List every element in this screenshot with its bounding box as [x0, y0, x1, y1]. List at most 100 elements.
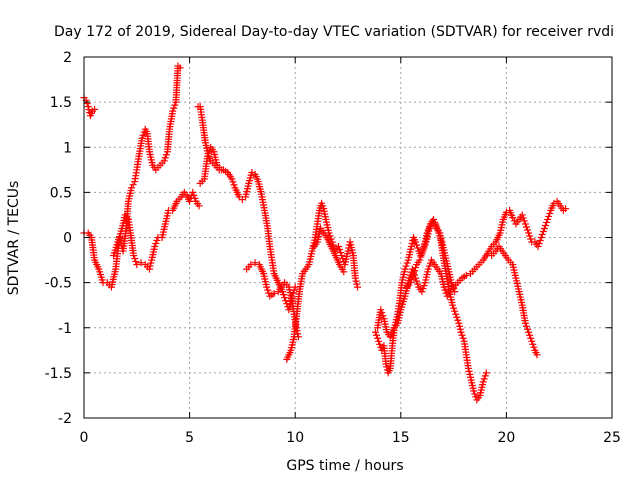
data-point	[482, 369, 490, 377]
data-point	[459, 334, 467, 342]
data-point	[191, 194, 199, 202]
data-point	[340, 268, 348, 276]
data-point	[146, 262, 154, 270]
data-point	[470, 387, 478, 395]
data-point	[526, 331, 534, 339]
x-axis-label: GPS time / hours	[286, 458, 403, 474]
data-point	[533, 351, 541, 359]
data-point	[420, 244, 428, 252]
data-point	[263, 283, 271, 291]
axis-ticks	[83, 56, 613, 419]
data-point	[520, 217, 528, 225]
data-point	[419, 247, 427, 255]
x-tick-label: 25	[603, 430, 621, 446]
data-point	[403, 259, 411, 267]
data-point	[401, 265, 409, 273]
data-point	[151, 243, 159, 251]
data-point	[455, 319, 463, 327]
data-point	[524, 325, 532, 333]
data-point	[538, 230, 546, 238]
data-point	[441, 286, 449, 294]
data-point	[525, 229, 533, 237]
data-point	[458, 331, 466, 339]
data-point	[450, 285, 458, 293]
data-point	[407, 276, 415, 284]
data-point	[217, 166, 225, 174]
data-point	[377, 306, 385, 314]
data-point	[91, 105, 99, 113]
data-point	[145, 265, 153, 273]
data-point	[417, 253, 425, 261]
data-point	[338, 252, 346, 260]
data-point	[562, 205, 570, 213]
data-point	[137, 259, 145, 267]
data-point	[337, 249, 345, 257]
data-point	[534, 243, 542, 251]
data-point	[451, 307, 459, 315]
data-point	[414, 244, 422, 252]
data-point	[282, 297, 290, 305]
data-point	[530, 343, 538, 351]
data-point	[434, 226, 442, 234]
y-tick-label: 1.5	[50, 95, 72, 111]
data-point	[371, 328, 379, 336]
data-point	[186, 197, 194, 205]
data-point	[471, 390, 479, 398]
data-point	[139, 131, 147, 139]
data-point	[407, 243, 415, 251]
data-point	[383, 363, 391, 371]
data-point	[169, 107, 177, 115]
grid	[84, 57, 612, 418]
data-point	[195, 202, 203, 210]
data-point	[437, 235, 445, 243]
y-tick-label: -1	[58, 321, 72, 337]
data-point	[479, 378, 487, 386]
data-point	[447, 279, 455, 287]
data-point	[546, 209, 554, 217]
data-point	[413, 241, 421, 249]
data-point	[418, 250, 426, 258]
data-point	[176, 64, 184, 72]
data-point	[170, 104, 178, 112]
data-point	[537, 234, 545, 241]
data-point	[354, 283, 362, 291]
data-point	[353, 280, 361, 288]
data-point	[162, 151, 170, 159]
data-point	[378, 309, 386, 317]
data-point	[432, 220, 440, 228]
data-point	[251, 259, 259, 267]
data-point	[528, 337, 536, 345]
x-tick-label: 15	[392, 430, 410, 446]
data-point	[411, 267, 419, 275]
data-point	[466, 370, 474, 378]
y-tick-label: -1.5	[45, 366, 72, 382]
data-point	[462, 271, 470, 279]
data-point	[449, 301, 457, 309]
data-point	[526, 232, 534, 240]
y-tick-label: 2	[63, 50, 72, 66]
data-point	[131, 255, 139, 263]
data-point	[83, 99, 91, 107]
data-point	[147, 259, 155, 267]
data-point	[541, 221, 549, 229]
data-point	[402, 262, 410, 270]
data-point	[414, 280, 422, 288]
data-point	[334, 243, 342, 251]
data-point	[408, 240, 416, 248]
data-point	[230, 181, 238, 189]
data-point	[291, 283, 299, 291]
data-point	[160, 157, 168, 165]
data-point	[292, 324, 300, 332]
data-point	[450, 304, 458, 312]
data-point	[424, 265, 432, 273]
data-point	[510, 217, 518, 225]
data-point	[413, 277, 421, 285]
data-point	[189, 188, 197, 196]
data-point	[264, 286, 272, 294]
data-point	[435, 229, 443, 237]
data-point	[351, 274, 359, 282]
data-point	[409, 270, 417, 278]
data-point	[132, 258, 140, 266]
data-point	[457, 328, 465, 336]
